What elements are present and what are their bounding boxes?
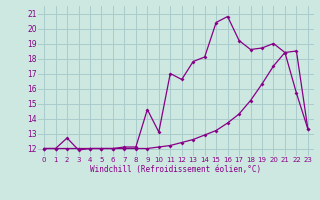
X-axis label: Windchill (Refroidissement éolien,°C): Windchill (Refroidissement éolien,°C) bbox=[91, 165, 261, 174]
